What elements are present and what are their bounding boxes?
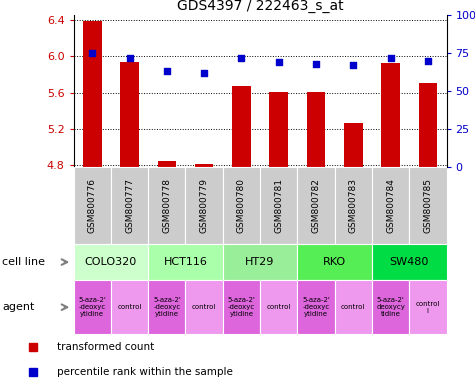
Bar	[158, 161, 176, 167]
Text: GSM800784: GSM800784	[386, 178, 395, 233]
Text: 5-aza-2'
-deoxyc
ytidine: 5-aza-2' -deoxyc ytidine	[153, 297, 180, 317]
Point	[88, 50, 96, 56]
Text: control: control	[192, 304, 216, 310]
Text: cell line: cell line	[2, 257, 46, 267]
Bar	[260, 167, 297, 244]
Bar	[195, 164, 213, 167]
Bar	[409, 167, 446, 244]
Point	[238, 55, 245, 61]
Bar	[297, 280, 335, 334]
Bar	[223, 244, 297, 280]
Text: 5-aza-2'
-deoxyc
ytidine: 5-aza-2' -deoxyc ytidine	[302, 297, 330, 317]
Bar	[297, 244, 372, 280]
Text: control
l: control l	[416, 301, 440, 314]
Bar	[148, 167, 185, 244]
Text: GSM800777: GSM800777	[125, 178, 134, 233]
Point	[312, 61, 320, 67]
Point	[350, 62, 357, 68]
Text: COLO320: COLO320	[85, 257, 137, 267]
Text: transformed count: transformed count	[57, 341, 154, 352]
Bar	[344, 122, 362, 167]
Bar	[372, 244, 446, 280]
Text: control: control	[341, 304, 365, 310]
Text: GSM800785: GSM800785	[423, 178, 432, 233]
Bar	[185, 280, 223, 334]
Point	[387, 55, 394, 61]
Bar	[223, 280, 260, 334]
Bar	[111, 280, 148, 334]
Text: GSM800776: GSM800776	[88, 178, 97, 233]
Text: SW480: SW480	[390, 257, 429, 267]
Bar	[185, 167, 223, 244]
Text: GSM800781: GSM800781	[274, 178, 283, 233]
Text: RKO: RKO	[323, 257, 346, 267]
Bar	[269, 92, 288, 167]
Bar	[83, 21, 102, 167]
Bar	[74, 167, 111, 244]
Point	[424, 58, 432, 64]
Bar	[372, 167, 409, 244]
Bar	[409, 280, 446, 334]
Bar	[307, 92, 325, 167]
Text: HT29: HT29	[246, 257, 275, 267]
Bar	[260, 280, 297, 334]
Text: GSM800779: GSM800779	[200, 178, 209, 233]
Text: GSM800783: GSM800783	[349, 178, 358, 233]
Bar	[120, 62, 139, 167]
Text: agent: agent	[2, 302, 35, 312]
Point	[275, 59, 283, 65]
Point	[163, 68, 171, 74]
Text: control: control	[117, 304, 142, 310]
Bar	[223, 167, 260, 244]
Text: 5-aza-2'
-deoxyc
ytidine: 5-aza-2' -deoxyc ytidine	[78, 297, 106, 317]
Bar	[372, 280, 409, 334]
Bar	[111, 167, 148, 244]
Bar	[148, 244, 223, 280]
Bar	[148, 280, 185, 334]
Text: 5-aza-2'
deoxycy
tidine: 5-aza-2' deoxycy tidine	[376, 297, 405, 317]
Bar	[334, 167, 372, 244]
Text: control: control	[266, 304, 291, 310]
Title: GDS4397 / 222463_s_at: GDS4397 / 222463_s_at	[177, 0, 343, 13]
Text: GSM800780: GSM800780	[237, 178, 246, 233]
Bar	[232, 86, 251, 167]
Bar	[334, 280, 372, 334]
Point	[126, 55, 133, 61]
Text: GSM800782: GSM800782	[312, 178, 321, 233]
Text: percentile rank within the sample: percentile rank within the sample	[57, 366, 233, 377]
Point	[200, 70, 208, 76]
Bar	[74, 280, 111, 334]
Text: 5-aza-2'
-deoxyc
ytidine: 5-aza-2' -deoxyc ytidine	[228, 297, 255, 317]
Bar	[297, 167, 335, 244]
Text: GSM800778: GSM800778	[162, 178, 171, 233]
Bar	[381, 63, 400, 167]
Bar	[418, 83, 437, 167]
Text: HCT116: HCT116	[163, 257, 208, 267]
Bar	[74, 244, 148, 280]
